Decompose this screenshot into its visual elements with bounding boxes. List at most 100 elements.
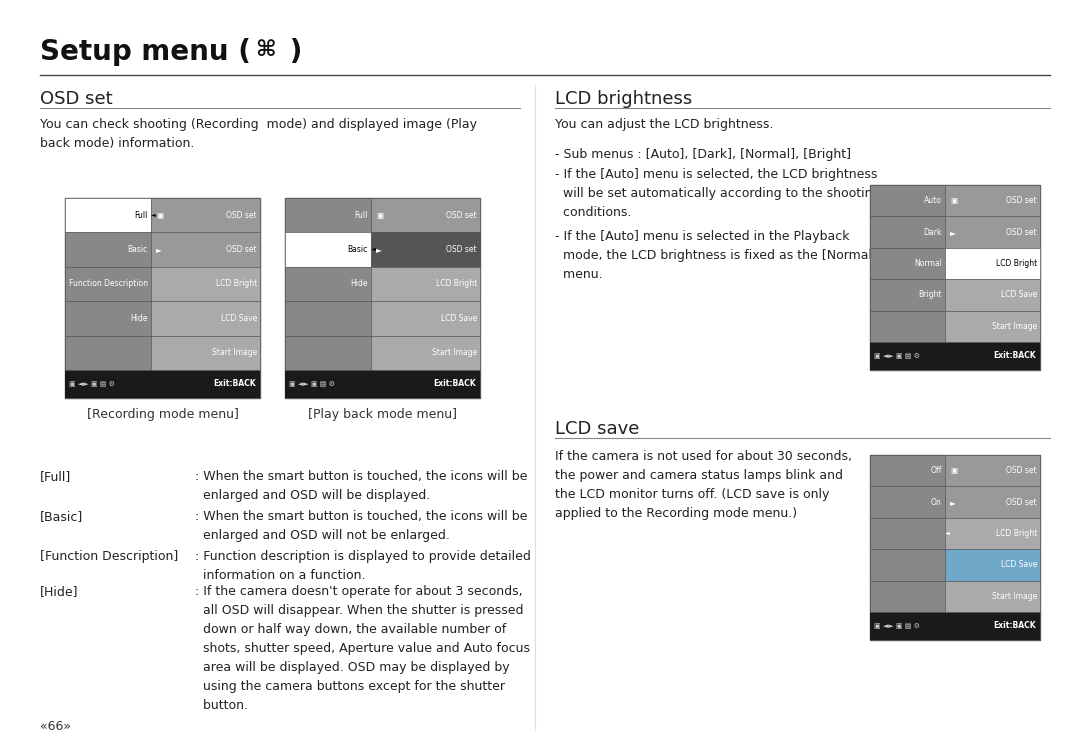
Bar [370, 198, 480, 233]
Text: Exit:BACK: Exit:BACK [433, 380, 476, 389]
Bar [945, 549, 1040, 580]
Text: [Full]: [Full] [40, 470, 71, 483]
Bar [285, 267, 370, 301]
Text: : If the camera doesn't operate for about 3 seconds,
  all OSD will disappear. W: : If the camera doesn't operate for abou… [195, 585, 530, 712]
Text: OSD set: OSD set [1007, 228, 1037, 236]
Bar [945, 185, 1040, 216]
Text: ▣ ◄► ▣ ▤ ⚙: ▣ ◄► ▣ ▤ ⚙ [874, 623, 920, 629]
Bar [151, 198, 260, 233]
Text: Setup menu (: Setup menu ( [40, 38, 260, 66]
Text: Start Image: Start Image [991, 322, 1037, 330]
Bar [370, 233, 480, 267]
Text: Exit:BACK: Exit:BACK [994, 351, 1036, 360]
Text: Basic: Basic [348, 245, 368, 254]
Bar [65, 301, 151, 336]
Text: OSD set: OSD set [1007, 196, 1037, 205]
Text: OSD set: OSD set [40, 90, 112, 108]
Text: [Recording mode menu]: [Recording mode menu] [86, 408, 239, 421]
Bar [945, 518, 1040, 549]
Text: : When the smart button is touched, the icons will be
  enlarged and OSD will no: : When the smart button is touched, the … [195, 510, 527, 542]
Text: ▣ ◄► ▣ ▤ ⚙: ▣ ◄► ▣ ▤ ⚙ [69, 381, 114, 387]
Text: Full: Full [354, 210, 368, 220]
Bar [285, 233, 370, 267]
Bar [870, 248, 945, 279]
Bar [370, 267, 480, 301]
Text: Basic: Basic [127, 245, 148, 254]
Bar [870, 455, 945, 486]
Text: LCD Save: LCD Save [1001, 290, 1037, 299]
Text: ▣ ◄► ▣ ▤ ⚙: ▣ ◄► ▣ ▤ ⚙ [874, 353, 920, 359]
Bar [945, 248, 1040, 279]
Bar [870, 486, 945, 518]
Text: LCD Bright: LCD Bright [216, 280, 257, 289]
Text: ◄: ◄ [368, 247, 376, 252]
Text: OSD set: OSD set [227, 210, 257, 220]
Bar [65, 370, 260, 398]
Bar [870, 185, 945, 216]
Bar [945, 580, 1040, 612]
Text: ◄: ◄ [149, 213, 156, 218]
Text: - If the [Auto] menu is selected, the LCD brightness
  will be set automatically: - If the [Auto] menu is selected, the LC… [555, 168, 880, 219]
Text: ►: ► [376, 245, 381, 254]
Text: Start Image: Start Image [432, 348, 477, 357]
Bar [870, 518, 945, 549]
Text: Hide: Hide [131, 314, 148, 323]
Text: OSD set: OSD set [1007, 498, 1037, 507]
Bar [65, 233, 151, 267]
Text: ◄: ◄ [943, 531, 949, 536]
Bar [151, 336, 260, 370]
Text: You can adjust the LCD brightness.: You can adjust the LCD brightness. [555, 118, 773, 131]
Text: LCD brightness: LCD brightness [555, 90, 692, 108]
Bar [370, 301, 480, 336]
Text: LCD Save: LCD Save [220, 314, 257, 323]
Text: ►: ► [949, 228, 956, 236]
Text: ▣: ▣ [949, 196, 957, 205]
Text: OSD set: OSD set [1007, 466, 1037, 475]
Text: ▣: ▣ [156, 210, 163, 220]
Text: Off: Off [931, 466, 942, 475]
Text: Dark: Dark [923, 228, 942, 236]
Bar [945, 216, 1040, 248]
Bar [65, 267, 151, 301]
Text: LCD save: LCD save [555, 420, 639, 438]
Bar [65, 336, 151, 370]
Text: [Function Description]: [Function Description] [40, 550, 178, 563]
Bar [870, 580, 945, 612]
Bar [945, 279, 1040, 310]
Bar [285, 198, 370, 233]
Text: Exit:BACK: Exit:BACK [214, 380, 256, 389]
Text: Bright: Bright [918, 290, 942, 299]
Bar [870, 455, 1040, 640]
Text: ▣: ▣ [949, 466, 957, 475]
Text: ⌘: ⌘ [255, 40, 275, 60]
Text: ▣: ▣ [376, 210, 383, 220]
Bar [151, 301, 260, 336]
Bar [870, 612, 1040, 640]
Text: - If the [Auto] menu is selected in the Playback
  mode, the LCD brightness is f: - If the [Auto] menu is selected in the … [555, 230, 877, 281]
Bar [945, 486, 1040, 518]
Bar [870, 549, 945, 580]
Text: LCD Bright: LCD Bright [996, 529, 1037, 538]
Text: OSD set: OSD set [446, 245, 477, 254]
Bar [870, 342, 1040, 370]
Text: OSD set: OSD set [446, 210, 477, 220]
Bar [370, 336, 480, 370]
Text: Exit:BACK: Exit:BACK [994, 621, 1036, 630]
Text: LCD Save: LCD Save [441, 314, 477, 323]
Text: Full: Full [134, 210, 148, 220]
Bar [285, 336, 370, 370]
Bar [285, 198, 480, 398]
Bar [285, 370, 480, 398]
Text: ►: ► [156, 245, 162, 254]
Text: Start Image: Start Image [212, 348, 257, 357]
Bar [870, 216, 945, 248]
Text: Normal: Normal [914, 259, 942, 268]
Bar [151, 267, 260, 301]
Text: OSD set: OSD set [227, 245, 257, 254]
Text: : Function description is displayed to provide detailed
  information on a funct: : Function description is displayed to p… [195, 550, 531, 582]
Text: ): ) [280, 38, 302, 66]
Bar [870, 310, 945, 342]
Text: [Hide]: [Hide] [40, 585, 79, 598]
Bar [65, 198, 260, 398]
Text: - Sub menus : [Auto], [Dark], [Normal], [Bright]: - Sub menus : [Auto], [Dark], [Normal], … [555, 148, 851, 161]
